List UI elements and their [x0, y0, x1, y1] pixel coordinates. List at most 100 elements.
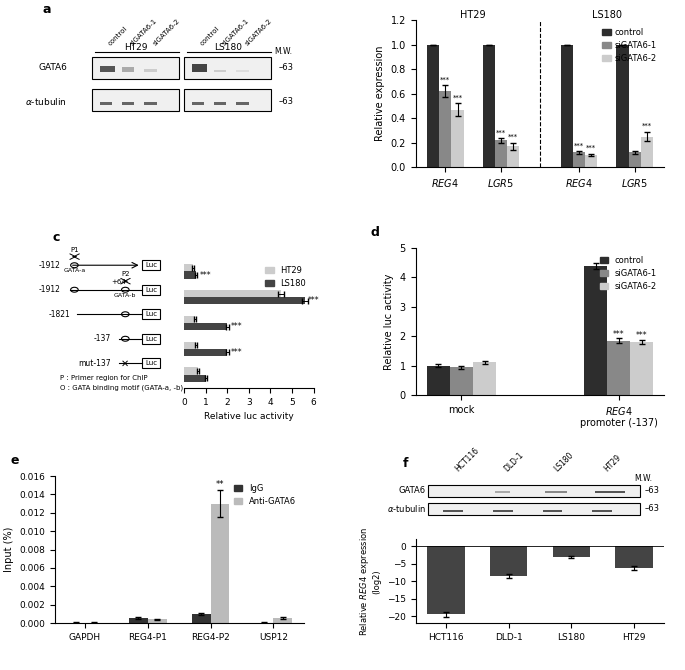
- Bar: [214, 70, 227, 72]
- Bar: [145, 102, 157, 105]
- Text: GATA-a: GATA-a: [63, 268, 86, 273]
- Text: ***: ***: [231, 322, 242, 331]
- Text: O : GATA binding motif (GATA-a, -b): O : GATA binding motif (GATA-a, -b): [60, 384, 184, 391]
- Text: –63: –63: [279, 97, 294, 107]
- FancyBboxPatch shape: [142, 358, 160, 369]
- Text: ***: ***: [586, 145, 597, 151]
- Bar: [615, 546, 653, 568]
- Bar: [184, 290, 282, 297]
- Bar: [560, 45, 573, 168]
- Legend: HT29, LS180: HT29, LS180: [262, 263, 310, 291]
- Bar: [273, 618, 292, 623]
- Text: HT29: HT29: [124, 42, 147, 52]
- Bar: [129, 618, 148, 623]
- Bar: [148, 620, 166, 623]
- Text: Luc: Luc: [145, 262, 157, 268]
- Bar: [595, 491, 625, 493]
- Bar: [607, 341, 630, 395]
- Bar: [593, 510, 612, 512]
- Bar: [184, 271, 196, 279]
- Text: ✕: ✕: [121, 358, 129, 369]
- Bar: [616, 45, 629, 168]
- Legend: control, siGATA6-1, siGATA6-2: control, siGATA6-1, siGATA6-2: [597, 252, 660, 294]
- Text: control: control: [199, 25, 221, 47]
- Bar: [543, 510, 562, 512]
- Y-axis label: Relative expression: Relative expression: [375, 46, 385, 141]
- Bar: [630, 342, 653, 395]
- Bar: [92, 57, 179, 79]
- Y-axis label: Relative $REG4$ expression
(log2): Relative $REG4$ expression (log2): [358, 527, 382, 636]
- Text: ***: ***: [199, 271, 211, 279]
- FancyBboxPatch shape: [142, 334, 160, 344]
- Text: $\alpha$-tubulin: $\alpha$-tubulin: [25, 96, 67, 107]
- Bar: [192, 102, 204, 105]
- Text: siGATA6-1: siGATA6-1: [129, 17, 159, 47]
- Text: c: c: [53, 230, 60, 244]
- Text: GATA6: GATA6: [399, 486, 425, 496]
- Text: ***: ***: [308, 296, 320, 306]
- Bar: [214, 102, 227, 105]
- Bar: [184, 316, 195, 323]
- Bar: [629, 153, 641, 168]
- Bar: [92, 89, 179, 111]
- Text: +64: +64: [112, 279, 126, 285]
- Bar: [427, 366, 450, 395]
- Text: Luc: Luc: [145, 312, 157, 318]
- Text: ***: ***: [496, 129, 506, 135]
- X-axis label: Relative luc activity: Relative luc activity: [204, 412, 294, 421]
- Text: P1: P1: [70, 247, 79, 253]
- Bar: [184, 264, 192, 271]
- Text: ***: ***: [642, 123, 652, 129]
- Text: LS180: LS180: [592, 9, 622, 19]
- Text: ***: ***: [636, 332, 647, 340]
- Bar: [545, 491, 567, 493]
- Text: **: **: [216, 480, 224, 489]
- Bar: [584, 266, 607, 395]
- Y-axis label: Relative luc activity: Relative luc activity: [384, 273, 394, 370]
- Text: b: b: [371, 0, 379, 1]
- Text: ***: ***: [613, 330, 625, 339]
- Bar: [443, 510, 463, 512]
- Bar: [507, 146, 519, 168]
- Bar: [428, 485, 640, 497]
- Bar: [184, 323, 227, 330]
- Text: –63: –63: [645, 486, 660, 496]
- Bar: [428, 503, 640, 515]
- FancyBboxPatch shape: [142, 310, 160, 319]
- Bar: [99, 102, 112, 105]
- Bar: [450, 367, 473, 395]
- Bar: [495, 140, 507, 168]
- Text: LS180: LS180: [553, 450, 575, 473]
- Text: ***: ***: [453, 95, 462, 101]
- Text: $\alpha$-tubulin: $\alpha$-tubulin: [386, 503, 425, 515]
- Bar: [493, 510, 512, 512]
- Text: -1821: -1821: [48, 310, 70, 319]
- Text: control: control: [107, 25, 129, 47]
- Text: Luc: Luc: [145, 360, 157, 366]
- Bar: [641, 137, 653, 168]
- Bar: [553, 546, 590, 557]
- Bar: [236, 70, 249, 72]
- Text: –63: –63: [279, 64, 294, 72]
- Text: siGATA6-1: siGATA6-1: [221, 17, 251, 47]
- Legend: IgG, Anti-GATA6: IgG, Anti-GATA6: [231, 480, 299, 509]
- Text: -137: -137: [94, 334, 112, 343]
- Text: -1912: -1912: [38, 261, 60, 270]
- Bar: [184, 375, 206, 382]
- Text: siGATA6-2: siGATA6-2: [152, 17, 181, 47]
- Bar: [483, 45, 495, 168]
- Text: P2: P2: [121, 271, 129, 277]
- FancyBboxPatch shape: [142, 285, 160, 295]
- Bar: [439, 91, 451, 168]
- Bar: [145, 68, 157, 72]
- Text: ***: ***: [231, 348, 242, 357]
- Bar: [184, 349, 227, 356]
- Text: ***: ***: [508, 134, 519, 140]
- Text: –63: –63: [645, 505, 660, 513]
- Bar: [122, 67, 134, 72]
- Text: M.W.: M.W.: [274, 47, 292, 56]
- Text: ***: ***: [574, 143, 584, 149]
- Text: a: a: [42, 3, 51, 16]
- Bar: [184, 367, 198, 375]
- Legend: control, siGATA6-1, siGATA6-2: control, siGATA6-1, siGATA6-2: [599, 24, 660, 66]
